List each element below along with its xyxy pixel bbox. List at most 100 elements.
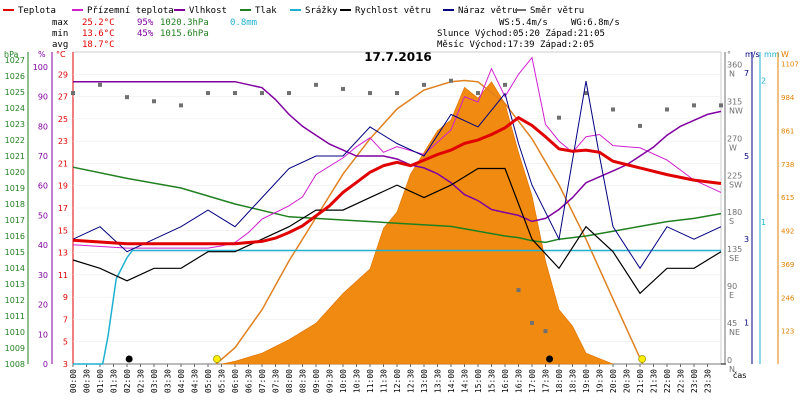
pressure-tick-label: 1024 (5, 104, 25, 113)
pressure-line (72, 166, 722, 244)
stats-block: max 25.2°C 95% 1020.3hPa 0.8mm min 13.6°… (52, 18, 620, 50)
pressure-tick-label: 1025 (5, 88, 25, 97)
humidity-line (73, 80, 722, 223)
wind-direction-point (314, 82, 318, 87)
x-tick-label: 04:30 (191, 369, 200, 393)
direction-tick-name: N (729, 365, 735, 374)
solar-tick-label: 861 (781, 127, 794, 135)
humidity-tick-label: 60 (38, 182, 48, 191)
stats-min-label: min (52, 29, 68, 39)
x-tick-label: 14:30 (461, 369, 470, 393)
wind-direction-point (476, 91, 480, 96)
x-tick-label: 03:00 (150, 369, 159, 393)
wind-direction-point (341, 86, 345, 91)
wind-direction-point (152, 99, 156, 104)
humidity-tick-label: 40 (38, 241, 48, 250)
stats-moon: Měsíc Východ:17:39 Západ:2:05 (437, 40, 594, 50)
x-tick-label: 07:30 (272, 369, 281, 393)
x-tick-label: 02:30 (137, 369, 146, 393)
x-tick-label: 15:30 (488, 369, 497, 393)
stats-max-hum: 95% (137, 18, 154, 28)
x-tick-label: 23:30 (704, 369, 713, 393)
pressure-tick-label: 1012 (5, 296, 25, 305)
x-tick-label: 17:30 (542, 369, 551, 393)
wind-direction-point (395, 91, 399, 96)
wind-direction-point (543, 329, 548, 334)
legend-label: Tlak (255, 6, 277, 16)
temperature-tick-label: 25 (58, 115, 68, 124)
solar-tick-label: 1107 (781, 61, 799, 69)
solar-tick-label: 738 (781, 161, 794, 169)
humidity-tick-label: 0 (43, 360, 48, 369)
temperature-tick-label: 27 (58, 93, 68, 102)
solar-tick-label: 123 (781, 328, 794, 336)
humidity-tick-label: 90 (38, 93, 48, 102)
pressure-axis-unit: hPa (4, 50, 19, 59)
direction-tick-name: E (729, 291, 734, 300)
stats-avg-label: avg (52, 40, 68, 50)
humidity-tick-label: 50 (38, 211, 48, 220)
legend-label: Náraz větru (458, 6, 518, 16)
pressure-tick-label: 1008 (5, 360, 25, 369)
pressure-tick-label: 1026 (5, 72, 25, 81)
sunset-marker (638, 355, 647, 363)
x-tick-label: 04:00 (177, 369, 186, 393)
temperature-tick-label: 29 (58, 70, 68, 79)
wind-direction-point (98, 82, 102, 87)
pressure-tick-label: 1019 (5, 184, 25, 193)
wind-direction-point (260, 91, 264, 96)
legend-label: Směr větru (530, 6, 584, 16)
x-tick-label: 01:00 (96, 369, 105, 393)
x-tick-label: 07:00 (258, 369, 267, 393)
x-tick-label: 19:30 (596, 369, 605, 393)
x-tick-label: 05:30 (218, 369, 227, 393)
x-tick-label: 10:00 (339, 369, 348, 393)
wind-direction-point (368, 91, 372, 96)
chart-title: 17.7.2016 (364, 50, 432, 64)
humidity-tick-label: 80 (38, 122, 48, 131)
x-tick-label: 13:30 (434, 369, 443, 393)
stats-max-temp: 25.2°C (82, 18, 115, 28)
x-tick-label: 23:00 (690, 369, 699, 393)
temperature-line (72, 115, 722, 246)
temperature-tick-label: 15 (58, 226, 68, 235)
stats-avg-temp: 18.7°C (82, 40, 115, 50)
pressure-tick-label: 1015 (5, 248, 25, 257)
x-tick-label: 22:00 (663, 369, 672, 393)
wind-direction-point (179, 103, 183, 108)
rain-tick-label: 1 (761, 218, 766, 227)
x-tick-label: 12:00 (393, 369, 402, 393)
direction-tick-name: S (729, 217, 734, 226)
x-tick-label: 10:30 (353, 369, 362, 393)
stats-min-press: 1015.6hPa (160, 29, 209, 39)
wind-direction-point (530, 320, 534, 325)
rain-tick-label: 2 (761, 76, 766, 85)
solar-radiation-area (221, 81, 614, 365)
temperature-tick-label: 7 (63, 315, 68, 324)
x-tick-label: 17:00 (528, 369, 537, 393)
x-tick-label: 15:00 (474, 369, 483, 393)
stats-wg: WG:6.8m/s (571, 18, 620, 28)
direction-tick-degree: 90 (727, 282, 737, 291)
x-tick-label: 12:30 (407, 369, 416, 393)
temperature-tick-label: 11 (58, 271, 68, 280)
temperature-tick-label: 19 (58, 182, 68, 191)
pressure-tick-label: 1018 (5, 200, 25, 209)
solar-radiation-layer (215, 79, 644, 365)
humidity-tick-label: 20 (38, 301, 48, 310)
temperature-tick-label: 13 (58, 249, 68, 258)
direction-tick-name: SE (729, 254, 739, 263)
pressure-tick-label: 1016 (5, 232, 25, 241)
wind-direction-point (516, 288, 521, 293)
pressure-tick-label: 1009 (5, 344, 25, 353)
direction-tick-name: SW (729, 180, 742, 189)
direction-tick-name: W (729, 143, 737, 152)
direction-tick-degree: 360 (727, 60, 742, 69)
temperature-tick-label: 5 (63, 338, 68, 347)
x-tick-label: 18:00 (555, 369, 564, 393)
temperature-tick-label: 9 (63, 293, 68, 302)
temperature-tick-label: 3 (63, 360, 68, 369)
stats-min-hum: 45% (137, 29, 154, 39)
wind-direction-point (719, 103, 723, 108)
legend-label: Přízemní teplota (87, 6, 174, 16)
